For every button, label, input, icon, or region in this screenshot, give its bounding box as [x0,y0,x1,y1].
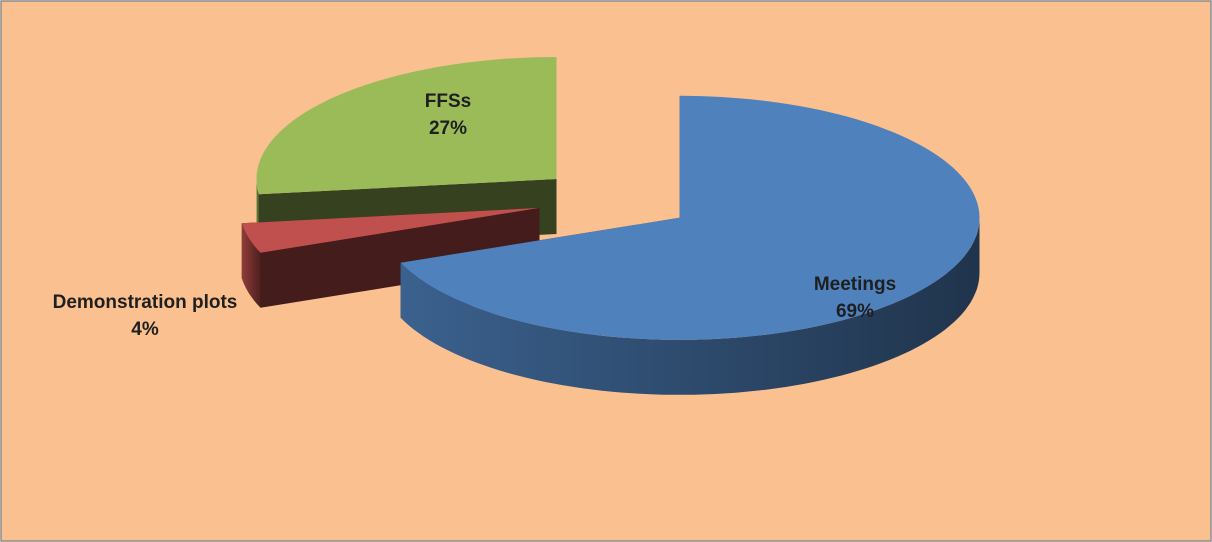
slice [400,95,980,395]
slice-top [256,57,557,195]
value-label: 4% [131,319,159,340]
category-label: Meetings [814,274,896,295]
value-label: 69% [836,301,874,322]
slice-top [241,207,540,253]
value-label: 27% [429,118,467,139]
category-label: FFSs [425,91,471,112]
slice-top [400,95,980,340]
slice-side [400,217,980,395]
slice-side [241,223,261,308]
category-label: Demonstration plots [53,292,238,313]
